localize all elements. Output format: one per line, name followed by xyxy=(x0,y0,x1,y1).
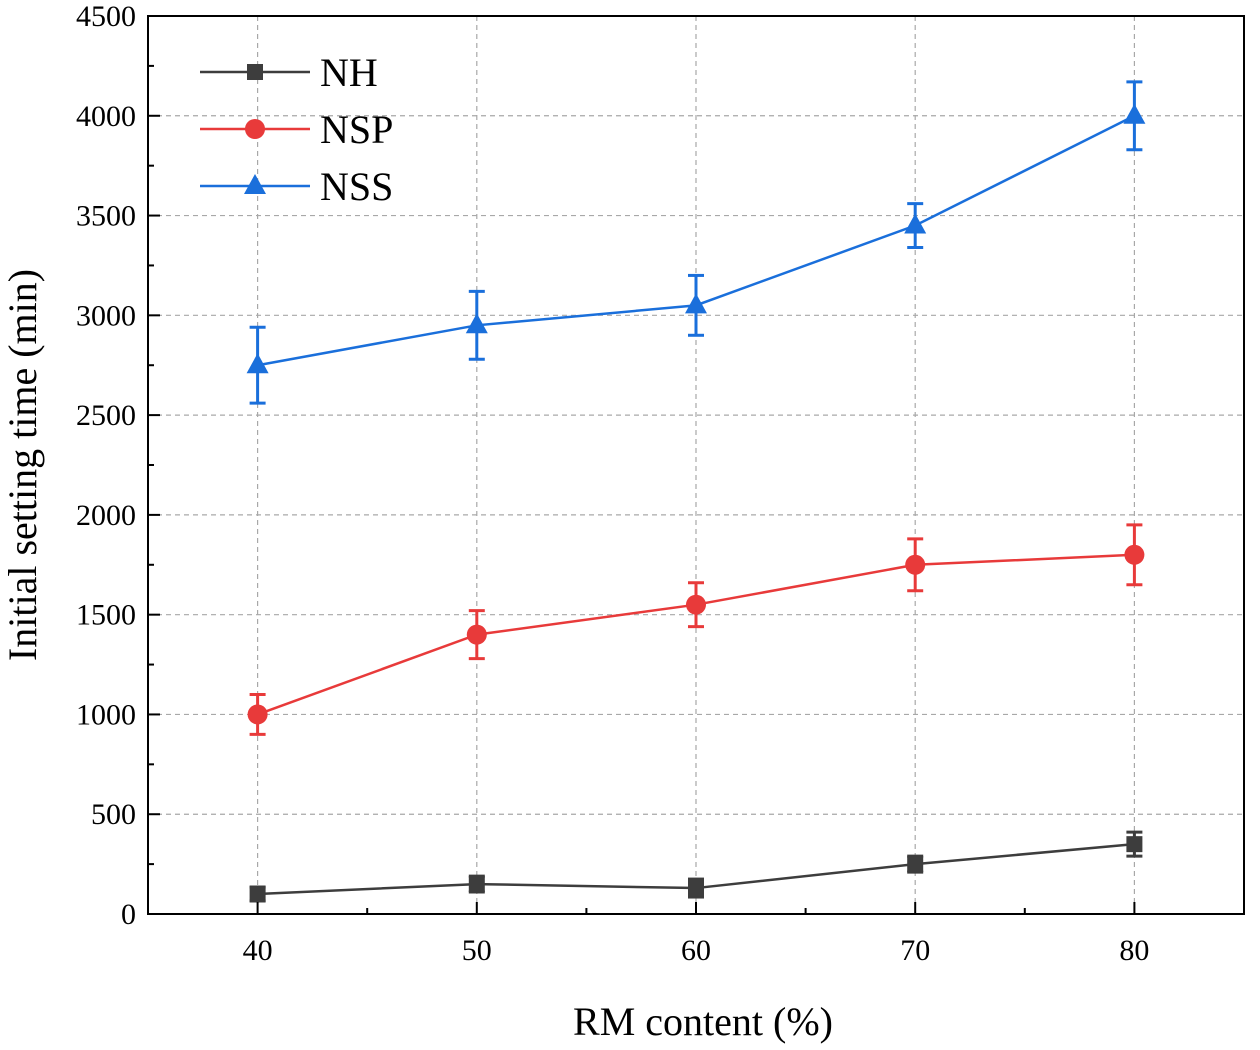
x-tick-label: 80 xyxy=(1119,934,1149,967)
grid xyxy=(148,16,1244,914)
legend: NH NSP NSS xyxy=(200,50,393,209)
data-point-nsp xyxy=(686,594,706,615)
legend-marker-nsp xyxy=(245,119,265,139)
data-point-nsp xyxy=(1124,544,1145,565)
y-tick-label: 4000 xyxy=(76,100,136,133)
y-tick-label: 4500 xyxy=(76,0,136,33)
legend-marker-nss xyxy=(244,174,266,194)
plot-frame xyxy=(147,15,1245,915)
x-tick-label: 70 xyxy=(900,934,930,967)
legend-label-nh: NH xyxy=(320,50,378,95)
y-tick-label: 0 xyxy=(121,898,136,931)
data-point-nh xyxy=(688,880,704,897)
x-tick-label: 60 xyxy=(681,934,711,967)
series-nh xyxy=(249,830,1143,903)
data-point-nss xyxy=(465,313,488,334)
legend-item-nh: NH xyxy=(200,50,378,95)
x-tick-label: 50 xyxy=(462,934,492,967)
data-point-nsp xyxy=(466,624,487,645)
legend-item-nss: NSS xyxy=(200,164,393,209)
data-point-nsp xyxy=(247,704,268,725)
x-tick-label: 40 xyxy=(243,934,273,967)
series-layer xyxy=(246,80,1146,903)
y-tick-label: 500 xyxy=(91,798,136,831)
data-point-nss xyxy=(685,293,707,314)
legend-label-nss: NSS xyxy=(320,164,393,209)
y-tick-label: 1000 xyxy=(76,698,136,731)
series-nss xyxy=(246,80,1146,405)
data-point-nh xyxy=(907,856,924,873)
y-tick-label: 3000 xyxy=(76,299,136,332)
y-tick-label: 2500 xyxy=(76,399,136,432)
series-nsp xyxy=(247,523,1145,736)
legend-item-nsp: NSP xyxy=(200,107,393,152)
data-point-nh xyxy=(468,876,485,893)
data-point-nh xyxy=(249,886,266,903)
legend-label-nsp: NSP xyxy=(320,107,393,152)
data-point-nss xyxy=(904,213,927,234)
y-tick-label: 3500 xyxy=(76,200,136,233)
data-point-nss xyxy=(246,353,269,374)
legend-marker-nh xyxy=(247,64,263,80)
axis-ticks: 40 50 60 70 80 0 500 1000 1500 2000 2500 3000 3500 40… xyxy=(76,0,1149,967)
y-tick-label: 2000 xyxy=(76,499,136,532)
data-point-nsp xyxy=(905,554,926,575)
data-point-nh xyxy=(1126,836,1143,853)
x-axis-title: RM content (%) xyxy=(573,999,833,1044)
y-axis-title: Initial setting time (min) xyxy=(0,269,45,661)
y-tick-label: 1500 xyxy=(76,599,136,632)
data-point-nss xyxy=(1123,103,1146,124)
